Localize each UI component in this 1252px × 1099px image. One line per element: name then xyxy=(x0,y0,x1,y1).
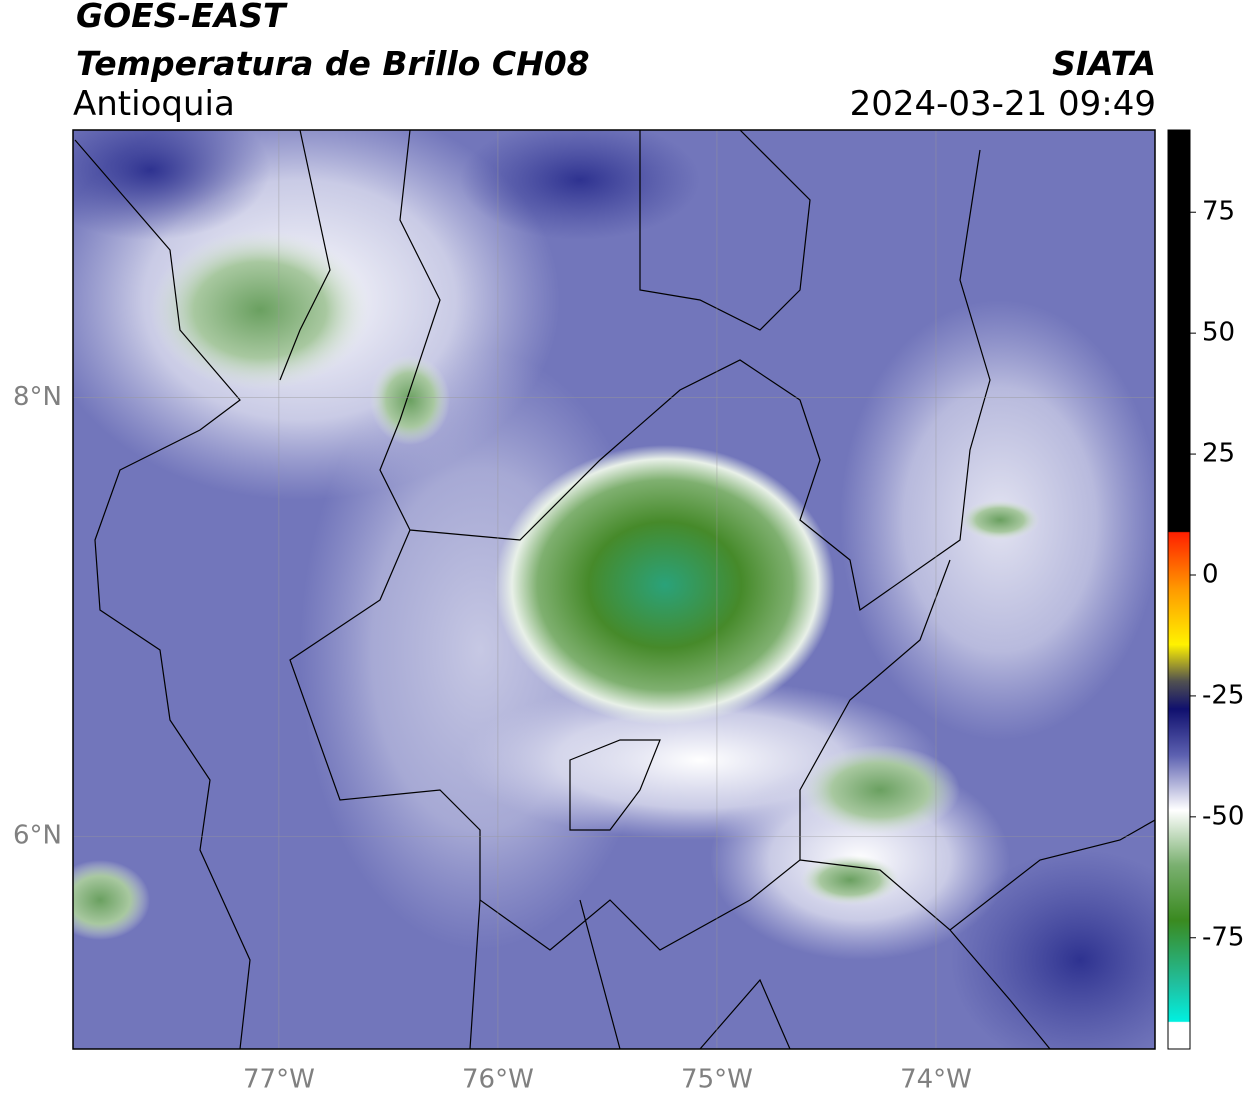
map-frame xyxy=(72,129,1156,1050)
product-title: Temperatura de Brillo CH08 xyxy=(76,44,590,83)
lon-tick-label: 75°W xyxy=(681,1065,753,1095)
colorbar-tick-label: 50 xyxy=(1202,318,1235,348)
colorbar-tick-label: -25 xyxy=(1202,680,1244,710)
colorbar-tick-label: 0 xyxy=(1202,559,1219,589)
source-label: SIATA xyxy=(1052,44,1156,83)
region-label: Antioquia xyxy=(73,84,235,124)
colorbar xyxy=(1167,129,1191,1050)
lat-tick-label: 8°N xyxy=(13,382,62,412)
satellite-image xyxy=(73,130,1155,1049)
colorbar-tick-label: -50 xyxy=(1202,801,1244,831)
datetime-label: 2024-03-21 09:49 xyxy=(849,84,1156,124)
colorbar-tick-label: -75 xyxy=(1202,922,1244,952)
lon-tick-label: 77°W xyxy=(243,1065,315,1095)
satellite-title: GOES-EAST xyxy=(76,0,286,35)
colorbar-tick-label: 25 xyxy=(1202,439,1235,469)
colorbar-tick-label: 75 xyxy=(1202,197,1235,227)
lon-tick-label: 74°W xyxy=(900,1065,972,1095)
lon-tick-label: 76°W xyxy=(462,1065,534,1095)
lat-tick-label: 6°N xyxy=(13,821,62,851)
